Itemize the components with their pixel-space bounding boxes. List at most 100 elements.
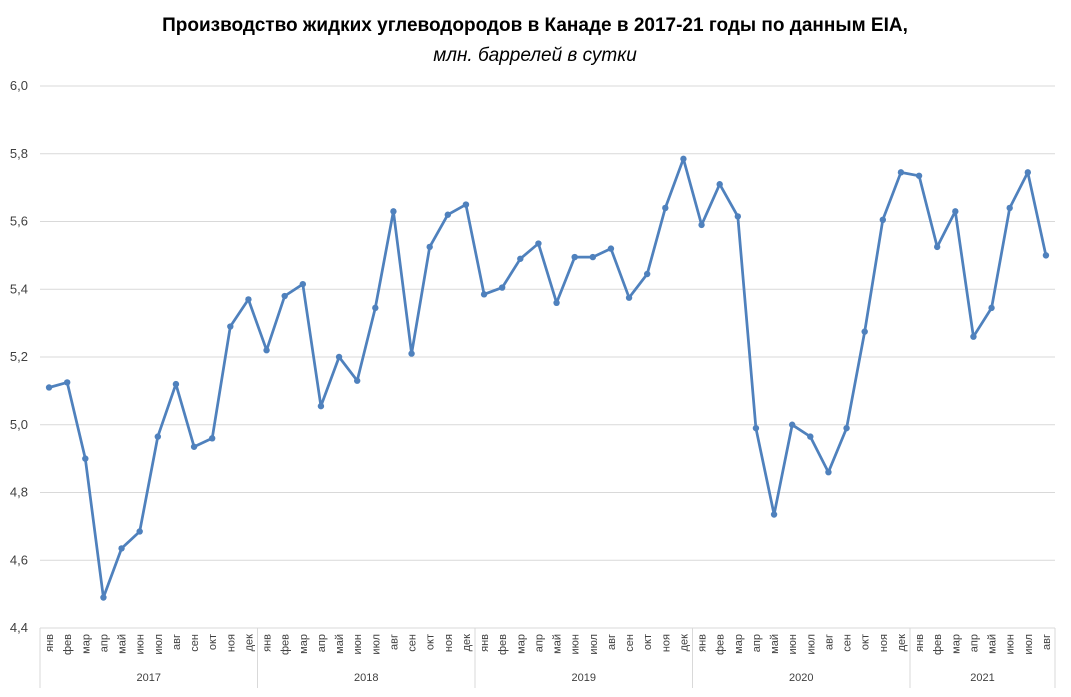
data-point: [933, 243, 941, 251]
x-tick-label: сен: [624, 634, 636, 652]
data-point: [299, 280, 307, 288]
x-tick-label: июн: [352, 634, 364, 654]
y-tick-label: 6,0: [10, 78, 28, 93]
chart-subtitle: млн. баррелей в сутки: [433, 45, 637, 66]
data-point: [752, 424, 760, 432]
y-tick-label: 4,4: [10, 620, 28, 635]
data-point: [118, 545, 125, 552]
data-point: [662, 204, 669, 212]
data-point: [553, 299, 560, 306]
x-tick-label: май: [334, 634, 346, 654]
x-tick-label: апр: [98, 634, 110, 652]
x-tick-label: ноя: [225, 634, 237, 652]
data-point: [734, 213, 742, 220]
x-tick-label: апр: [751, 634, 763, 652]
x-tick-label: май: [987, 634, 999, 654]
x-tick-label: фев: [497, 634, 509, 655]
data-point: [208, 435, 216, 442]
data-point: [462, 201, 470, 208]
data-point: [607, 245, 615, 252]
data-point: [100, 594, 107, 601]
x-tick-label: мар: [80, 634, 92, 654]
y-tick-label: 5,8: [10, 146, 28, 161]
x-tick-label: сен: [189, 634, 201, 652]
data-point: [136, 528, 143, 535]
x-tick-label: июн: [787, 634, 799, 654]
x-tick-label: июл: [588, 634, 600, 655]
x-tick-label: авг: [388, 634, 400, 650]
data-point: [335, 353, 343, 361]
data-point: [770, 511, 778, 518]
y-tick-label: 5,2: [10, 349, 28, 364]
x-tick-label: сен: [407, 634, 419, 652]
data-point: [498, 284, 506, 291]
data-point: [45, 384, 53, 391]
x-tick-label: мар: [298, 634, 310, 654]
x-tick-label: июл: [1023, 634, 1035, 655]
x-tick-label: май: [117, 634, 129, 654]
data-point: [426, 243, 433, 251]
x-tick-label: ноя: [878, 634, 890, 652]
x-tick-label: янв: [479, 634, 491, 652]
x-tick-label: май: [552, 634, 564, 654]
y-tick-label: 4,6: [10, 552, 28, 567]
x-tick-label: июн: [1005, 634, 1017, 654]
y-tick-label: 4,8: [10, 485, 28, 500]
data-point: [897, 169, 905, 176]
data-point: [589, 253, 597, 261]
x-tick-label: авг: [1041, 634, 1053, 650]
x-tick-label: фев: [62, 634, 74, 655]
data-point: [245, 296, 252, 303]
data-point: [861, 328, 868, 335]
x-tick-label: окт: [642, 634, 654, 650]
x-tick-label: май: [769, 634, 781, 654]
data-point: [988, 304, 995, 312]
x-tick-label: окт: [425, 634, 437, 650]
data-point: [517, 255, 524, 262]
x-tick-label: янв: [262, 634, 274, 652]
year-label: 2021: [970, 672, 994, 684]
x-tick-label: апр: [533, 634, 545, 652]
data-point: [625, 294, 633, 301]
data-point: [263, 347, 270, 354]
grid-lines: [40, 85, 1055, 629]
x-tick-label: мар: [733, 634, 745, 654]
x-tick-label: авг: [606, 634, 618, 650]
year-label: 2019: [572, 672, 596, 684]
x-tick-label: июл: [805, 634, 817, 655]
data-point: [227, 323, 234, 330]
x-tick-label: авг: [823, 634, 835, 650]
x-tick-label: окт: [860, 634, 872, 650]
x-tick-label: июн: [135, 634, 147, 654]
chart-title: Производство жидких углеводородов в Кана…: [162, 15, 908, 36]
data-point: [444, 211, 452, 218]
data-point: [190, 443, 198, 450]
x-tick-label: янв: [914, 634, 926, 652]
x-tick-label: ноя: [443, 634, 455, 652]
data-point: [643, 270, 651, 278]
data-point: [172, 380, 180, 388]
data-point: [952, 208, 959, 215]
data-point: [1024, 169, 1032, 176]
data-point: [716, 181, 723, 188]
data-point: [535, 240, 542, 247]
x-tick-label: дек: [678, 634, 690, 652]
x-tick-label: апр: [316, 634, 328, 652]
x-tick-label: июн: [570, 634, 582, 654]
x-tick-label: янв: [697, 634, 709, 652]
data-point: [82, 455, 89, 462]
x-tick-label: янв: [44, 634, 56, 652]
year-label: 2020: [789, 672, 813, 684]
data-point: [970, 333, 977, 340]
data-point: [154, 433, 162, 440]
x-tick-label: фев: [715, 634, 727, 655]
data-point: [915, 172, 923, 179]
data-point: [698, 221, 705, 229]
data-series: [45, 155, 1050, 601]
y-tick-label: 5,0: [10, 417, 28, 432]
x-tick-label: июл: [370, 634, 382, 655]
x-axis: янв фев мар апр май июн июл авг сен окт ноя дек2017…: [39, 628, 1056, 688]
data-point: [879, 216, 887, 224]
y-axis-tick-labels: 4,4 4,6 4,8 5,0 5,2 5,4 5,6 5,8 6,0: [10, 78, 28, 635]
